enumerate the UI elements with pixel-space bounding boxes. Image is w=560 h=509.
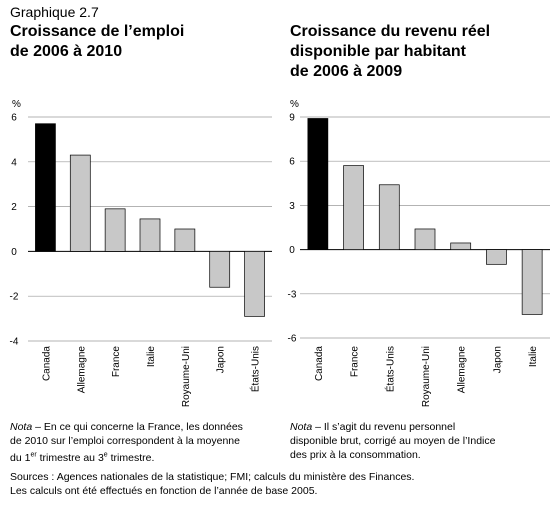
bar-canada (307, 118, 329, 250)
left-note-line-1: – En ce qui concerne la France, les donn… (35, 421, 243, 433)
left-chart-title: Croissance de l’emploi de 2006 à 2010 (10, 22, 250, 62)
category-label: Italie (146, 346, 157, 368)
right-title-line-3: de 2006 à 2009 (290, 63, 403, 80)
unit-label: % (12, 99, 21, 110)
category-label: Royaume-Uni (181, 346, 192, 407)
right-chart-title: Croissance du revenu réel disponible par… (290, 22, 550, 82)
y-tick-label: -2 (10, 292, 19, 303)
y-tick-label: -6 (288, 334, 297, 345)
category-label: Canada (314, 346, 325, 381)
employment-growth-chart: % -4 -2 0 2 4 6 Canada Allemagne France Italie Roya… (10, 99, 272, 407)
y-tick-label: -3 (288, 289, 297, 300)
sources-note: Sources : Agences nationales de la stati… (10, 470, 550, 498)
category-label: France (350, 346, 361, 378)
figure-label: Graphique 2.7 (10, 4, 99, 20)
y-tick-label: 6 (289, 157, 295, 168)
bar-france (343, 165, 364, 250)
bar-italie (139, 218, 161, 252)
category-label: Italie (528, 346, 539, 368)
bar-royaume-uni (414, 228, 436, 250)
right-title-line-1: Croissance du revenu réel (290, 23, 491, 40)
bar-japon (209, 251, 231, 288)
y-tick-label: 0 (11, 247, 17, 258)
y-tick-label: 4 (11, 157, 17, 168)
right-note-lead: Nota (290, 421, 313, 433)
sources-line-2: Les calculs ont été effectués en fonctio… (10, 485, 318, 497)
bar-japon (486, 249, 507, 265)
bar-allemagne (450, 242, 472, 250)
category-label: États-Unis (383, 346, 396, 392)
right-note-line-2: disponible brut, corrigé au moyen de l’I… (290, 435, 496, 447)
y-tick-label: 0 (289, 245, 295, 256)
right-note-line-1: – Il s’agit du revenu personnel (315, 421, 456, 433)
bar-italie (521, 249, 543, 315)
right-note: Nota – Il s’agit du revenu personnel dis… (290, 420, 550, 462)
bar-états-unis (244, 251, 265, 317)
left-title-line-1: Croissance de l’emploi (10, 23, 185, 40)
bar-canada (35, 123, 56, 252)
y-tick-label: 3 (289, 201, 295, 212)
bar-états-unis (378, 184, 400, 250)
left-note-line-2: de 2010 sur l’emploi correspondent à la … (10, 435, 240, 447)
category-label: Canada (41, 346, 52, 381)
right-note-line-3: des prix à la consommation. (290, 449, 421, 461)
bar-royaume-uni (174, 228, 196, 252)
y-tick-label: -4 (10, 337, 19, 348)
category-label: Allemagne (457, 346, 468, 394)
category-label: Japon (492, 346, 503, 373)
category-label: Allemagne (76, 346, 87, 394)
category-label: Japon (216, 346, 227, 373)
bar-france (104, 208, 126, 252)
unit-label: % (290, 99, 299, 110)
y-tick-label: 9 (289, 113, 295, 124)
right-title-line-2: disponible par habitant (290, 43, 467, 60)
category-label: États-Unis (249, 346, 262, 392)
y-tick-label: 6 (11, 113, 17, 124)
left-title-line-2: de 2006 à 2010 (10, 43, 123, 60)
category-label: Royaume-Uni (421, 346, 432, 407)
y-tick-label: 2 (11, 202, 17, 213)
disposable-income-growth-chart: % -6 -3 0 3 6 9 Canada France États-Unis Royaume-U… (288, 99, 550, 407)
category-label: France (111, 346, 122, 378)
bar-allemagne (69, 154, 91, 252)
left-note-line-3: du 1er trimestre au 3e trimestre. (10, 451, 155, 464)
left-note-lead: Nota (10, 421, 33, 433)
sources-line-1: Sources : Agences nationales de la stati… (10, 471, 415, 483)
left-note: Nota – En ce qui concerne la France, les… (10, 420, 280, 465)
